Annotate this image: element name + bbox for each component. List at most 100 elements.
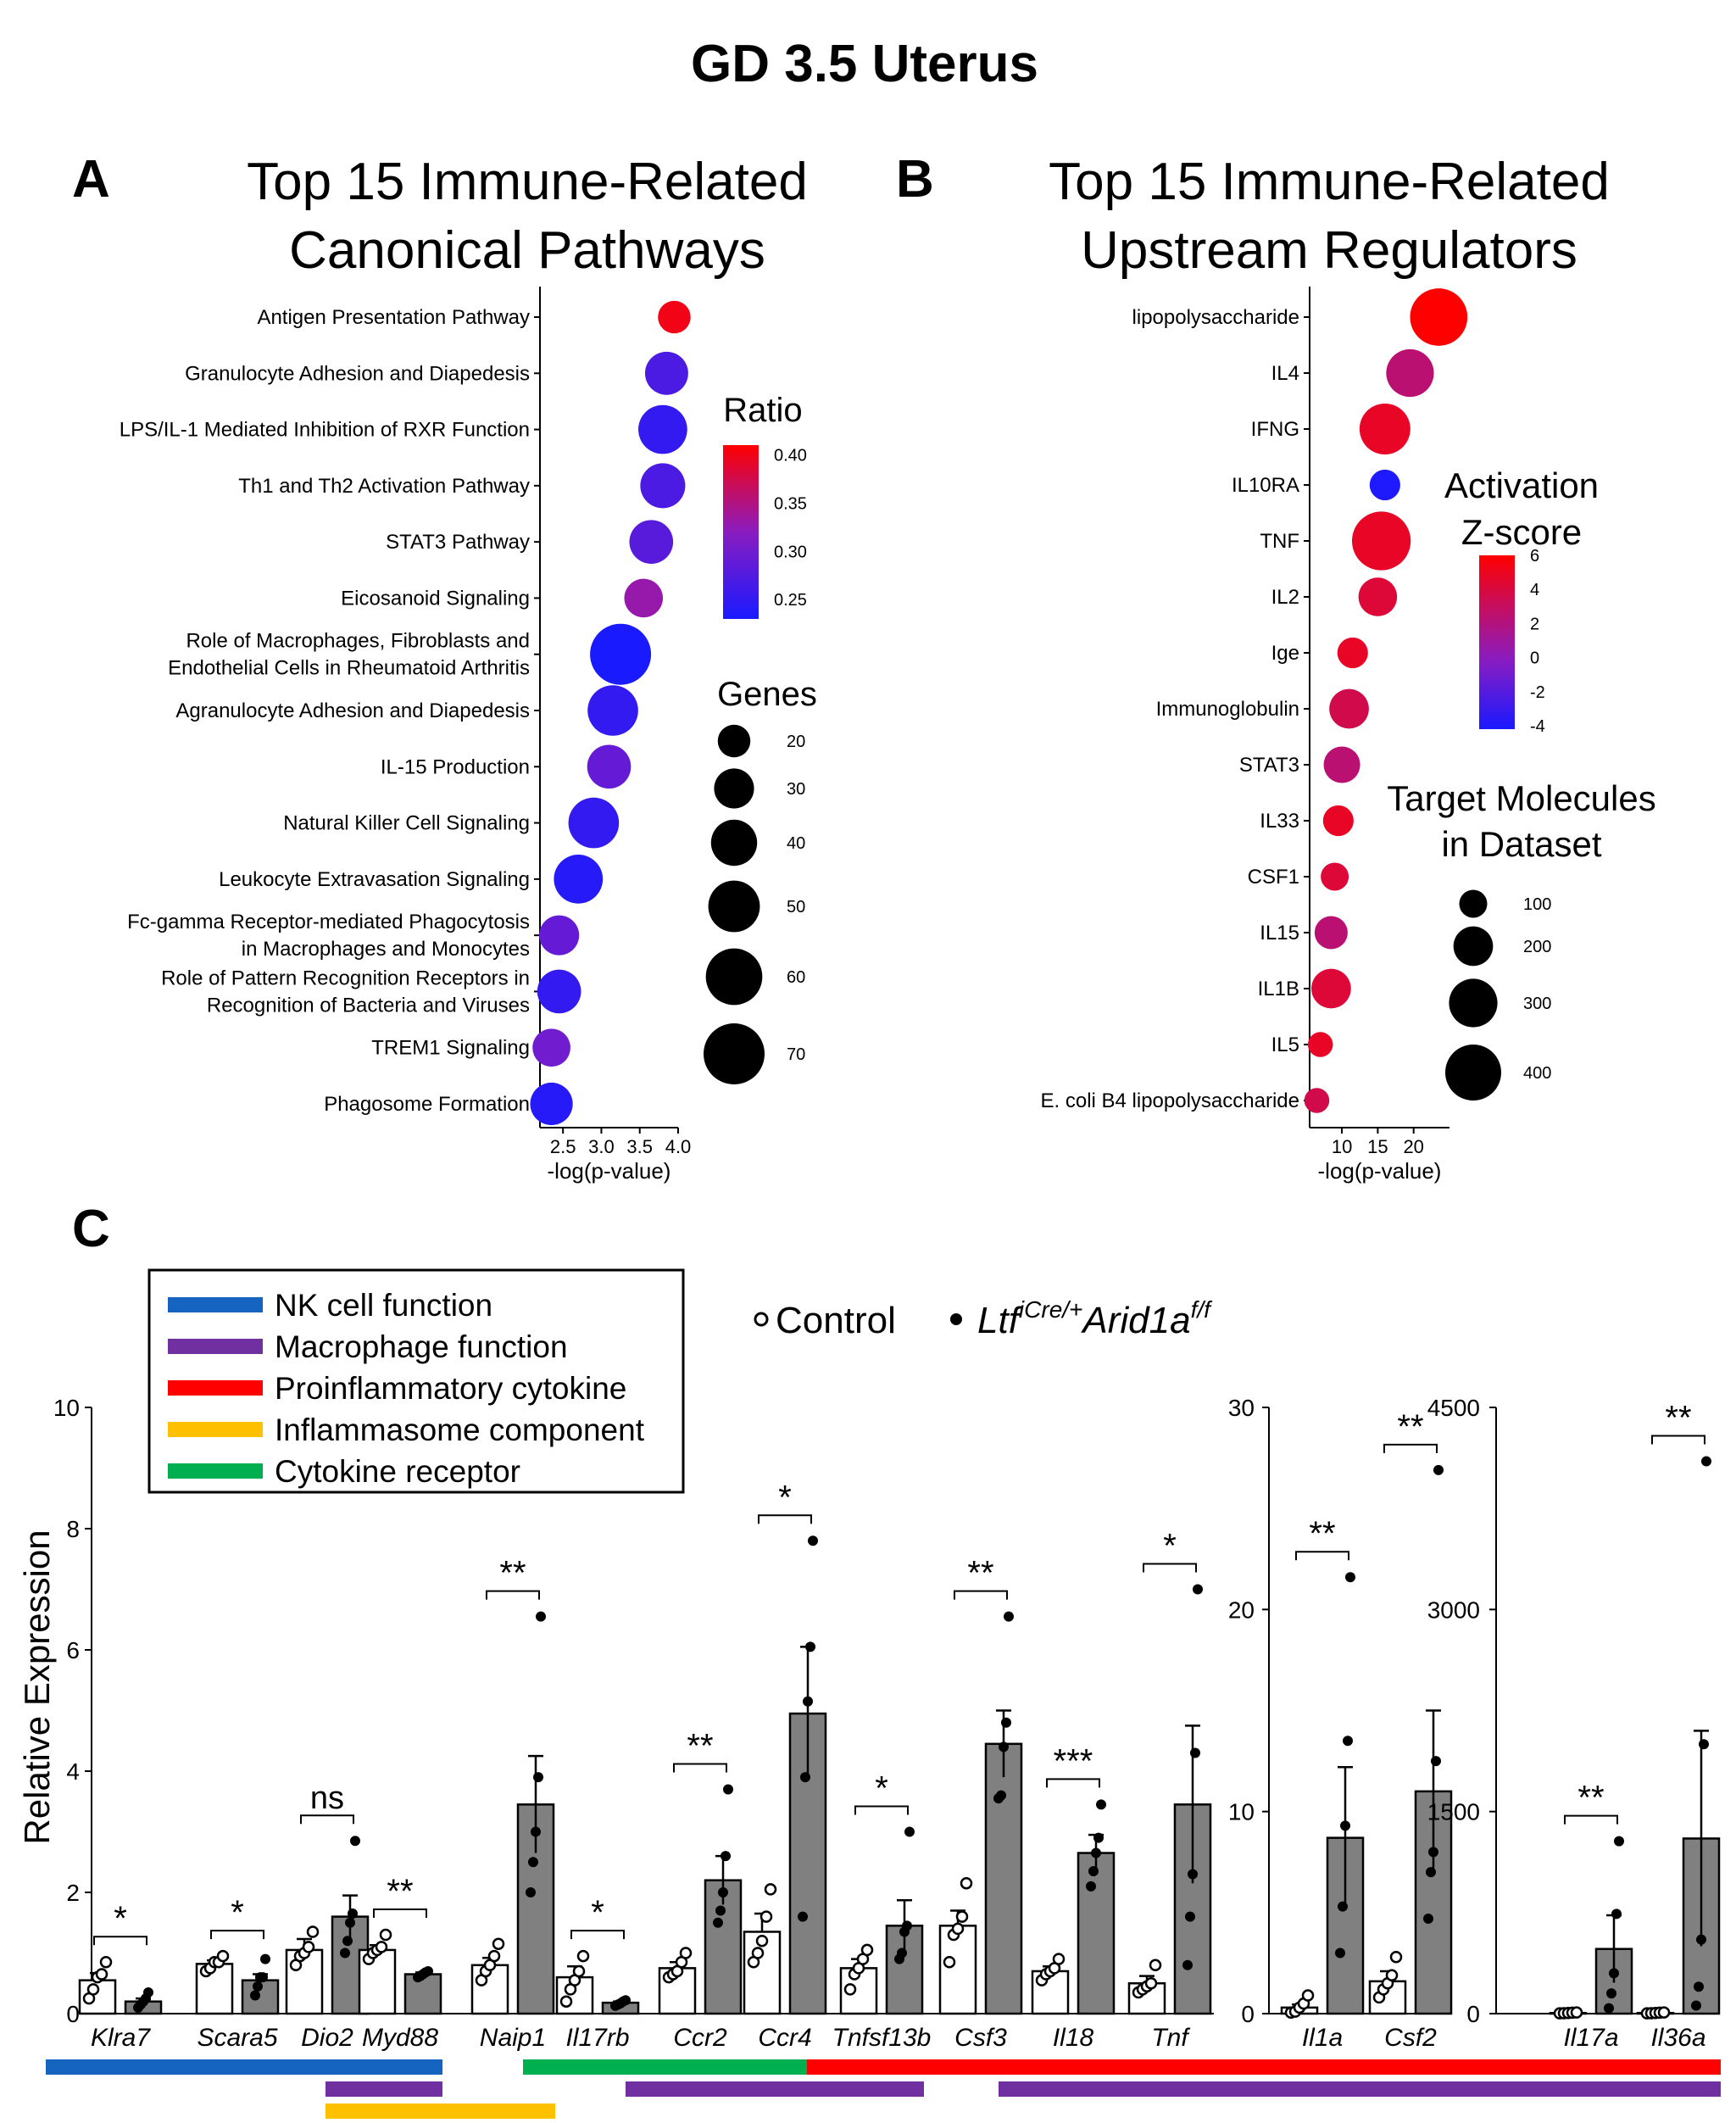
panel-a: A Top 15 Immune-Related Canonical Pathwa… — [72, 150, 817, 1184]
plotB-size-legend-circle — [1449, 978, 1498, 1028]
bar-mutant-il18 — [1077, 1852, 1116, 2015]
bar-group-0-y-tick-label: 8 — [66, 1516, 80, 1542]
point-control-il17rb — [576, 1949, 590, 1963]
plotA-dot-natural-killer-cell-signaling — [568, 797, 620, 849]
point-control-scara5 — [216, 1949, 230, 1963]
point-mutant-naip1 — [536, 1611, 546, 1622]
plotB-colorbar-tick-label: 0 — [1530, 649, 1539, 668]
bar-mutant-myd88 — [403, 1973, 442, 2015]
point-mutant-ccr2 — [723, 1784, 733, 1795]
point-control-dio2 — [306, 1925, 320, 1938]
category-bar-nk-cell-function-0 — [46, 2059, 442, 2075]
category-bar-macrophage-function-5 — [999, 2081, 1721, 2097]
panel-b-zscore-title-line1: Activation — [1444, 465, 1599, 505]
sig-bracket-tnfsf13b — [854, 1805, 909, 1815]
point-mutant-il17a — [1614, 1836, 1624, 1847]
sig-bracket-klra7 — [93, 1936, 147, 1946]
point-mutant-klra7 — [143, 1986, 153, 1998]
point-control-il17rb — [572, 1964, 586, 1978]
plotB-colorbar-tick-label: 4 — [1530, 581, 1539, 599]
plotA-dot-trem1-signaling — [532, 1028, 570, 1067]
plotA-dot-fc-gamma-receptor-mediated-phagocytosis-in-macrophages-and-monocytes — [539, 915, 580, 956]
bar-group-2-y-tick-label: 1500 — [1427, 1799, 1480, 1825]
point-mutant-ccr2 — [713, 1917, 723, 1928]
sig-label-dio2: ns — [310, 1780, 344, 1816]
point-mutant-tnfsf13b — [897, 1947, 907, 1959]
bar-group-1-y-tick-label: 0 — [1241, 2001, 1255, 2027]
panel-b-zscore-title-line2: Z-score — [1461, 512, 1582, 552]
point-control-il17rb — [559, 1995, 573, 2008]
point-mutant-ccr4 — [798, 1911, 808, 1922]
bar-group-0-y-tick-label: 0 — [66, 2001, 80, 2027]
plotB-x-tick-label: 15 — [1367, 1136, 1388, 1157]
point-mutant-il36a — [1701, 1456, 1711, 1467]
panel-a-letter: A — [72, 150, 110, 209]
point-mutant-il17a — [1606, 1988, 1616, 1999]
plotA-size-legend-label: 30 — [787, 780, 805, 799]
point-control-ccr2 — [679, 1947, 693, 1959]
plotA-size-legend-circle — [717, 724, 751, 758]
plotA-label-il-15-production: IL-15 Production — [381, 755, 530, 778]
sig-bracket-il1a — [1295, 1551, 1349, 1561]
sig-label-klra7: * — [114, 1900, 127, 1937]
point-control-naip1 — [492, 1937, 505, 1951]
mutant-legend-label: LtfiCre/+Arid1af/f — [977, 1296, 1213, 1341]
category-legend-swatch-cytokine-receptor — [168, 1463, 263, 1479]
plotA-label-eicosanoid-signaling: Eicosanoid Signaling — [341, 587, 530, 610]
sig-bracket-myd88 — [373, 1908, 427, 1919]
plotB-size-legend-label: 200 — [1523, 938, 1551, 956]
point-mutant-csf3 — [1001, 1717, 1011, 1728]
plotB-label-il5: IL5 — [1271, 1034, 1299, 1056]
plotA-colorbar-tick-label: 0.35 — [774, 494, 807, 513]
point-mutant-scara5 — [260, 1953, 270, 1964]
plotB-label-il33: IL33 — [1260, 810, 1299, 833]
gene-label-ccr2: Ccr2 — [673, 2024, 727, 2052]
plotA-label-role-of-macrophages-fibroblasts-and: Role of Macrophages, Fibroblasts and — [186, 630, 530, 653]
point-mutant-il36a — [1696, 1934, 1706, 1945]
sig-bracket-ccr4 — [758, 1514, 812, 1524]
plotA-label-in-macrophages-and-monocytes: in Macrophages and Monocytes — [242, 938, 530, 961]
plotB-label-lipopolysaccharide: lipopolysaccharide — [1132, 306, 1299, 329]
gene-label-csf2: Csf2 — [1384, 2024, 1437, 2052]
plotA-colorbar-tick-label: 0.30 — [774, 543, 807, 561]
point-mutant-naip1 — [526, 1887, 536, 1897]
plotB-dot-lipopolysaccharide — [1410, 288, 1468, 346]
category-legend-label-nk-cell-function: NK cell function — [275, 1288, 492, 1323]
bar-group-0-y-tick-label: 4 — [66, 1758, 80, 1785]
plotA-size-legend-circle — [710, 819, 758, 866]
point-control-tnfsf13b — [860, 1943, 874, 1957]
point-control-naip1 — [487, 1949, 501, 1963]
point-mutant-il1a — [1340, 1820, 1350, 1831]
point-mutant-myd88 — [423, 1965, 433, 1976]
bar-group-0-y-tick-label: 2 — [66, 1880, 80, 1906]
sig-bracket-scara5 — [210, 1930, 264, 1940]
plotB-colorbar-tick-label: -4 — [1530, 717, 1545, 736]
point-control-il36a — [1657, 2006, 1671, 2019]
plotB-dot-immunoglobulin — [1329, 688, 1369, 729]
category-legend-swatch-inflammasome-component — [168, 1422, 263, 1437]
sig-label-scara5: * — [231, 1894, 244, 1931]
plotA-dot-role-of-macrophages-fibroblasts-and-endothelial-cells-in-rheumatoid-arthritis — [590, 623, 652, 685]
point-mutant-ccr4 — [800, 1772, 810, 1783]
gene-label-myd88: Myd88 — [362, 2024, 438, 2052]
point-mutant-csf3 — [1004, 1611, 1014, 1622]
gene-label-il36a: Il36a — [1650, 2024, 1705, 2052]
plotB-colorbar-tick-label: 6 — [1530, 547, 1539, 566]
plotB-colorbar-tick-label: 2 — [1530, 615, 1539, 633]
plotA-dot-leukocyte-extravasation-signaling — [554, 854, 604, 904]
plotA-label-antigen-presentation-pathway: Antigen Presentation Pathway — [257, 306, 530, 329]
gene-label-scara5: Scara5 — [197, 2024, 277, 2052]
point-mutant-ccr4 — [803, 1696, 813, 1707]
point-control-myd88 — [379, 1928, 392, 1942]
plotB-dot-e-coli-b4-lipopolysaccharide — [1304, 1088, 1330, 1113]
plotB-dot-csf1 — [1321, 862, 1349, 891]
plotB-label-il4: IL4 — [1271, 362, 1299, 385]
gene-label-dio2: Dio2 — [301, 2024, 353, 2052]
panel-b-size-title-line2: in Dataset — [1441, 824, 1601, 864]
sig-label-il1a: ** — [1309, 1515, 1335, 1552]
point-mutant-dio2 — [340, 1947, 350, 1959]
panel-b-title-line2: Upstream Regulators — [1081, 221, 1577, 280]
bar-group-1-y-tick-label: 10 — [1228, 1799, 1255, 1825]
point-mutant-il1a — [1338, 1901, 1348, 1912]
plotB-dot-ige — [1337, 637, 1368, 669]
